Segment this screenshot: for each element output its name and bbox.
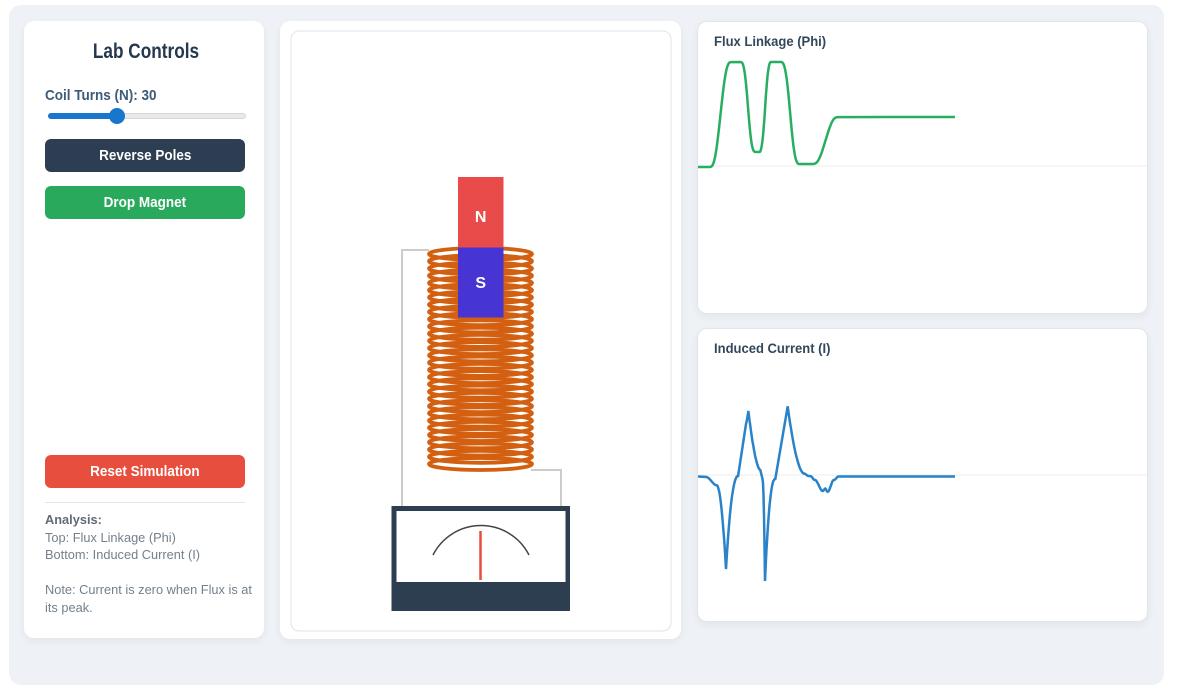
svg-text:S: S — [475, 275, 486, 292]
svg-text:N: N — [475, 209, 487, 226]
